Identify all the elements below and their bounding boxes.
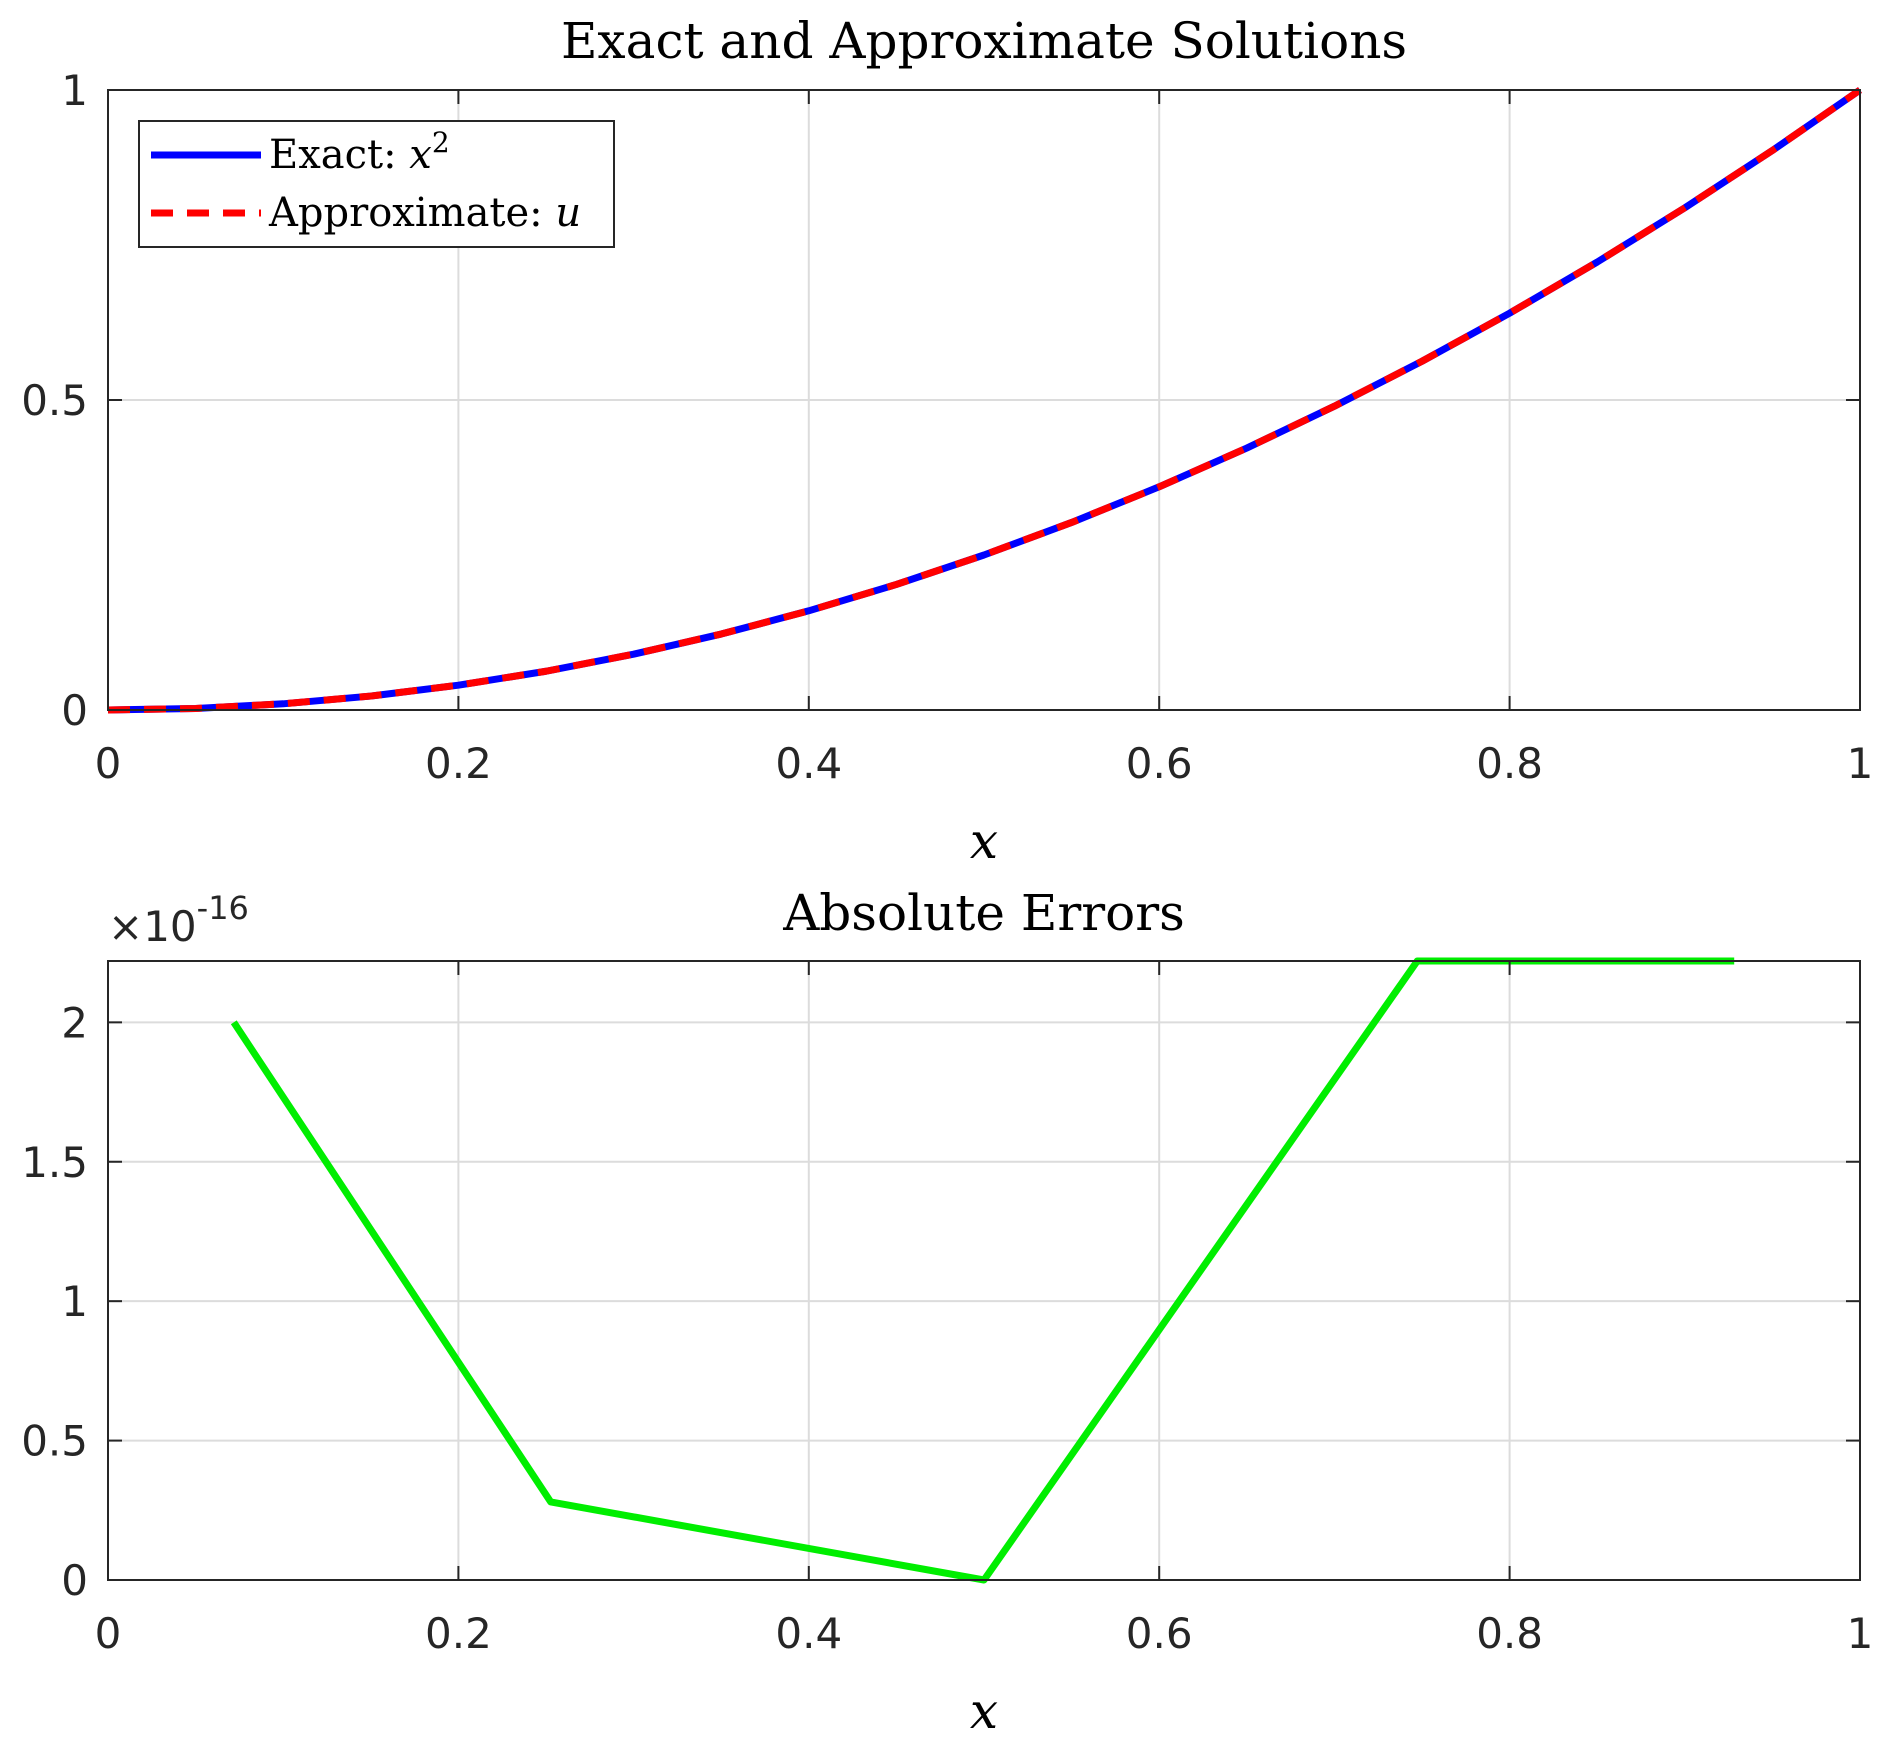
x-tick-label: 0.4 (775, 739, 842, 788)
x-tick-label: 0 (95, 739, 122, 788)
y-tick-label: 0.5 (21, 1417, 88, 1466)
y-tick-label: 0 (61, 1556, 88, 1605)
y-tick-label: 0 (61, 686, 88, 735)
x-tick-label: 0.8 (1476, 739, 1543, 788)
y-exponent-label: ×10-16 (108, 889, 249, 951)
y-tick-label: 2 (61, 998, 88, 1047)
x-tick-label: 0.2 (425, 1609, 492, 1658)
x-tick-label: 1 (1847, 1609, 1874, 1658)
x-axis-label: x (970, 812, 998, 870)
legend: Exact: x2 Approximate: u (138, 120, 615, 248)
x-tick-label: 0.4 (775, 1609, 842, 1658)
series-line-2 (107, 87, 1862, 714)
chart-title: Exact and Approximate Solutions (561, 12, 1407, 70)
chart-2: 0 0.2 0.4 0.6 0.8 1 0 0.5 1 1.5 2 Absolute Errors x ×… (21, 884, 1873, 1740)
y-tick-label: 1 (61, 1277, 88, 1326)
y-tick-label: 1 (61, 66, 88, 115)
axes-box (107, 960, 1861, 1581)
chart-title: Absolute Errors (782, 884, 1185, 942)
y-tick-label: 1.5 (21, 1138, 88, 1187)
x-tick-label: 0.2 (425, 739, 492, 788)
legend-entry-1: Exact: x2 (269, 126, 450, 178)
x-tick-label: 0 (95, 1609, 122, 1658)
legend-entry-2: Approximate: u (268, 190, 581, 236)
x-tick-label: 0.6 (1126, 739, 1193, 788)
x-tick-label: 1 (1847, 739, 1874, 788)
x-tick-label: 0.8 (1476, 1609, 1543, 1658)
x-axis-label: x (970, 1682, 998, 1740)
chart-1: 0 0.2 0.4 0.6 0.8 1 0 0.5 1 Exact and Approximate… (21, 12, 1873, 870)
x-tick-label: 0.6 (1126, 1609, 1193, 1658)
legend-box (138, 120, 615, 248)
y-tick-label: 0.5 (21, 376, 88, 425)
